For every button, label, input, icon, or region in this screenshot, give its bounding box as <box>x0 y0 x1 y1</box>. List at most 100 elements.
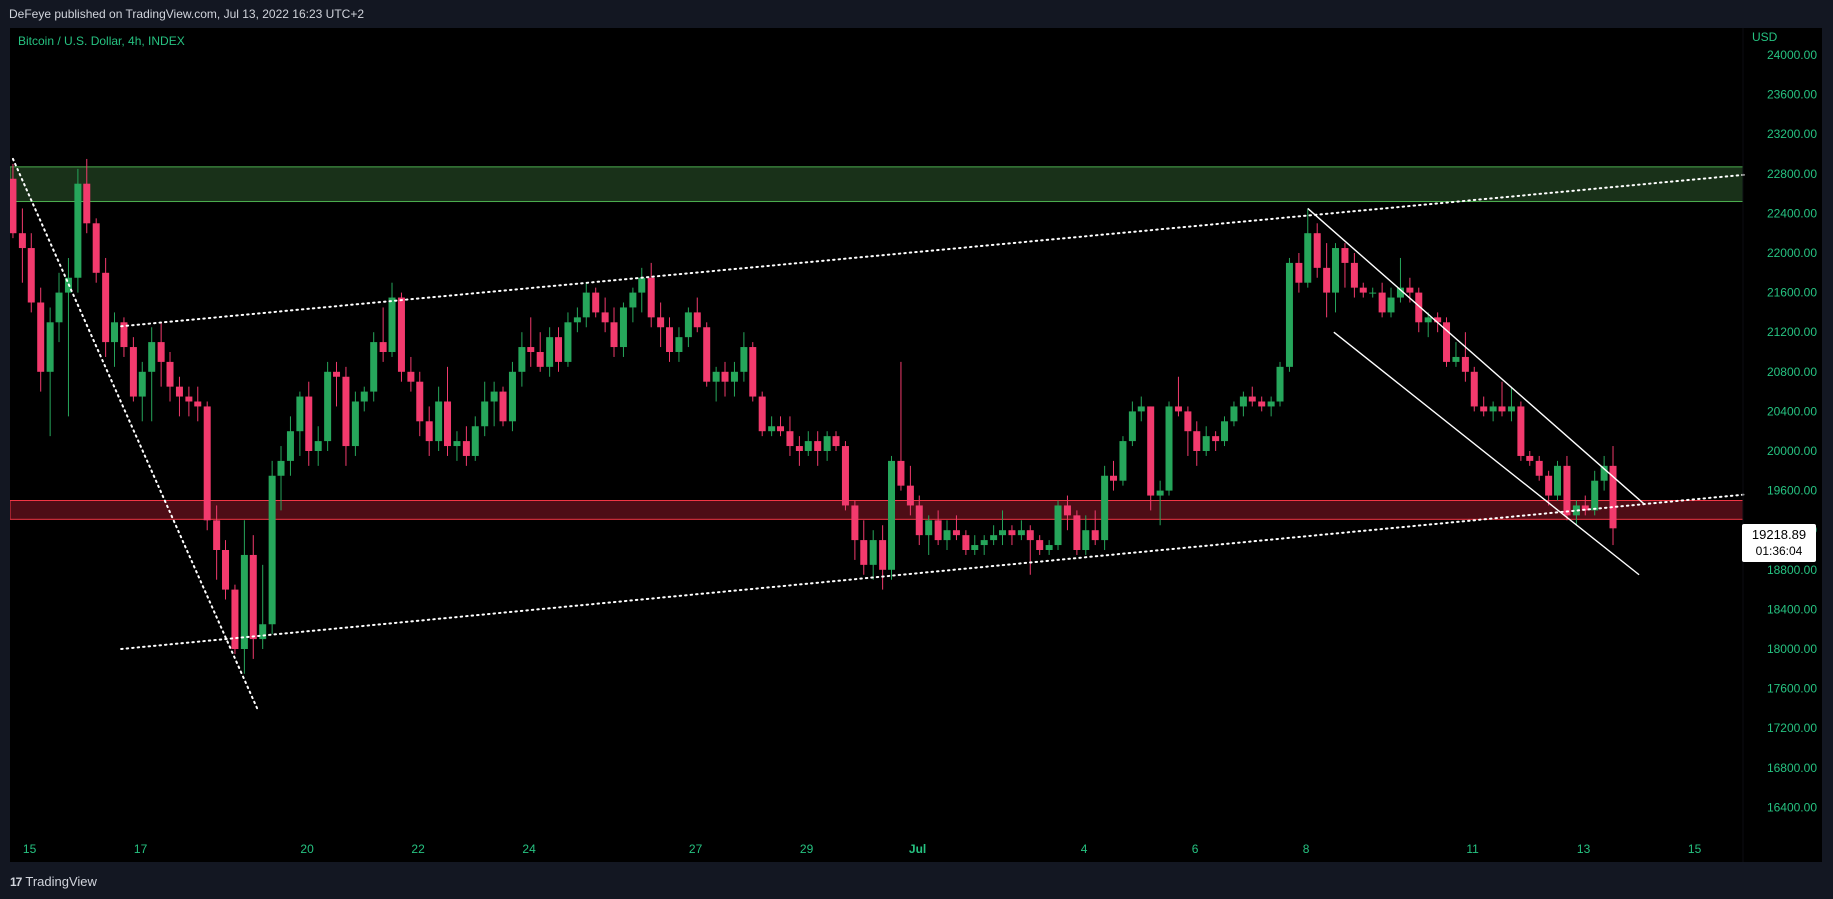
candle-body <box>1526 455 1534 461</box>
candle-body <box>999 530 1007 536</box>
candle-body <box>120 322 128 348</box>
candle-body <box>203 406 211 521</box>
candle-body <box>897 460 905 486</box>
candle-body <box>1563 465 1571 516</box>
candle-body <box>990 535 998 541</box>
candle-body <box>471 426 479 456</box>
x-tick-label: 22 <box>411 842 425 856</box>
candle-body <box>1285 262 1293 367</box>
candle-body <box>693 312 701 328</box>
y-tick-label: 18000.00 <box>1767 642 1817 656</box>
y-tick-label: 20400.00 <box>1767 404 1817 418</box>
footer-bar <box>0 862 1833 899</box>
x-tick-label: 15 <box>23 842 37 856</box>
candle-body <box>1193 431 1201 451</box>
candle-body <box>1313 233 1321 268</box>
x-tick-label: 4 <box>1081 842 1088 856</box>
candle-body <box>397 297 405 372</box>
candle-body <box>1517 406 1525 456</box>
x-tick-label: 8 <box>1303 842 1310 856</box>
candle-body <box>971 545 979 550</box>
candle-body <box>564 322 572 362</box>
candle-body <box>314 441 322 451</box>
candle-body <box>1489 406 1497 412</box>
x-tick-label: 13 <box>1577 842 1591 856</box>
candle-body <box>157 342 165 362</box>
candle-body <box>1480 406 1488 412</box>
y-tick-label: 23200.00 <box>1767 127 1817 141</box>
y-tick-label: 18400.00 <box>1767 602 1817 616</box>
y-tick-label: 16800.00 <box>1767 761 1817 775</box>
x-tick-label: Jul <box>909 842 926 856</box>
candle-body <box>277 460 285 476</box>
y-tick-label: 22000.00 <box>1767 246 1817 260</box>
trendline-dotted <box>11 157 259 710</box>
candle-body <box>296 396 304 432</box>
candle-body <box>962 535 970 550</box>
candle-body <box>1073 515 1081 550</box>
candle-body <box>1332 248 1340 293</box>
candle-body <box>573 317 581 323</box>
candle-body <box>1239 396 1247 407</box>
last-price-value: 19218.89 <box>1751 527 1807 542</box>
candle-body <box>1304 233 1312 283</box>
candle-body <box>1415 292 1423 323</box>
candle-body <box>1507 406 1515 412</box>
candle-body <box>1359 287 1367 293</box>
candle-body <box>92 223 100 273</box>
candle-body <box>1581 505 1589 511</box>
candle-body <box>1461 356 1469 372</box>
candle-body <box>1396 287 1404 298</box>
candle-body <box>407 371 415 382</box>
candle-body <box>730 371 738 382</box>
candle-body <box>832 436 840 447</box>
candle-body <box>324 371 332 442</box>
candle-body <box>1350 262 1358 288</box>
candle-body <box>37 302 45 372</box>
candle-body <box>980 540 988 546</box>
candle-body <box>46 322 54 372</box>
candle-body <box>1165 406 1173 491</box>
x-tick-label: 11 <box>1466 842 1479 856</box>
tradingview-brand-name: TradingView <box>25 874 97 889</box>
candle-body <box>1378 292 1386 313</box>
candle-body <box>166 361 174 387</box>
candle-body <box>619 307 627 348</box>
candle-body <box>629 292 637 308</box>
candle-body <box>1054 505 1062 546</box>
candle-body <box>906 485 914 506</box>
candle-body <box>869 540 877 565</box>
tradingview-logo[interactable]: 17 TradingView <box>10 874 97 889</box>
candle-body <box>222 550 230 590</box>
y-tick-label: 18800.00 <box>1767 563 1817 577</box>
candle-body <box>379 342 387 352</box>
candle-body <box>102 272 110 343</box>
candle-body <box>194 401 202 407</box>
candle-body <box>740 347 748 372</box>
candle-body <box>1045 545 1053 550</box>
candle-body <box>1424 317 1432 323</box>
candle-body <box>435 401 443 442</box>
candle-body <box>943 530 951 541</box>
candle-body <box>10 178 17 234</box>
symbol-label: Bitcoin / U.S. Dollar, 4h, INDEX <box>18 34 185 48</box>
candlestick-chart[interactable]: 24000.00 23600.00 23200.00 22800.00 22400.00… <box>10 28 1822 862</box>
currency-label: USD <box>1752 30 1778 44</box>
resistance-zone <box>10 166 1744 203</box>
y-tick-label: 24000.00 <box>1767 48 1817 62</box>
candle-body <box>333 371 341 377</box>
candle-body <box>582 292 590 318</box>
trendline-dotted <box>120 173 1746 328</box>
candle-body <box>1267 401 1275 407</box>
candle-body <box>508 371 516 422</box>
candle-body <box>481 401 489 427</box>
candle-body <box>1230 406 1238 422</box>
candle-body <box>841 446 849 506</box>
candle-body <box>1119 441 1127 481</box>
x-tick-label: 17 <box>134 842 148 856</box>
candle-body <box>915 505 923 536</box>
candle-body <box>499 391 507 422</box>
candle-body <box>925 520 933 536</box>
candle-body <box>1452 356 1460 362</box>
candle-body <box>1406 287 1414 293</box>
